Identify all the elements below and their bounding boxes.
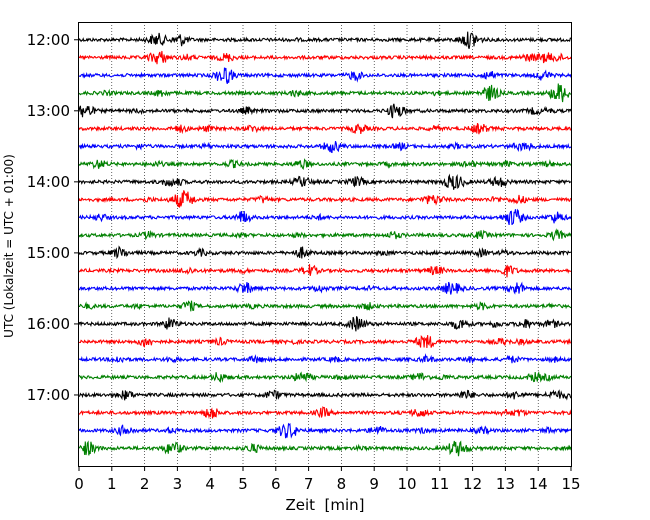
plot-frame	[78, 22, 572, 467]
trace-line	[78, 264, 572, 278]
y-tick-label: 12:00	[27, 31, 70, 49]
trace-line	[78, 245, 572, 260]
x-tick-label: 2	[140, 475, 150, 493]
trace-line	[78, 422, 572, 439]
x-tick-label: 10	[397, 475, 416, 493]
trace-line	[78, 389, 572, 401]
y-axis-ticks: 12:00 13:00 14:00 15:00 16:00 17:00	[27, 31, 79, 404]
x-tick-label: 6	[271, 475, 281, 493]
x-tick-label: 7	[304, 475, 314, 493]
trace-line	[78, 208, 572, 226]
trace-line	[78, 122, 572, 135]
trace-line	[78, 31, 571, 49]
y-tick-label: 15:00	[27, 244, 70, 262]
y-tick-label: 13:00	[27, 102, 70, 120]
y-tick-label: 14:00	[27, 173, 70, 191]
trace-line	[78, 83, 572, 103]
x-tick-label: 14	[529, 475, 548, 493]
vertical-grid	[111, 22, 539, 466]
x-tick-label: 5	[238, 475, 248, 493]
x-tick-label: 12	[463, 475, 482, 493]
trace-line	[78, 103, 572, 119]
x-tick-label: 9	[369, 475, 379, 493]
x-tick-label: 15	[561, 475, 580, 493]
x-tick-label: 4	[205, 475, 215, 493]
trace-line	[78, 67, 572, 84]
trace-line	[78, 406, 572, 419]
x-axis-label: Zeit [min]	[285, 496, 364, 514]
trace-lines	[78, 31, 572, 457]
trace-line	[78, 353, 572, 365]
trace-line	[78, 173, 572, 190]
trace-line	[78, 316, 572, 332]
trace-line	[78, 140, 572, 154]
y-axis-label: UTC (Lokalzeit = UTC + 01:00)	[2, 154, 16, 338]
trace-line	[79, 300, 572, 312]
trace-line	[78, 158, 571, 171]
x-tick-label: 3	[173, 475, 183, 493]
trace-line	[78, 370, 572, 384]
x-tick-label: 11	[430, 475, 449, 493]
y-tick-label: 16:00	[27, 315, 70, 333]
x-tick-label: 8	[337, 475, 347, 493]
x-tick-label: 1	[107, 475, 117, 493]
y-tick-label: 17:00	[27, 386, 70, 404]
trace-line	[78, 50, 572, 65]
trace-line	[78, 335, 572, 349]
trace-line	[78, 281, 572, 295]
trace-line	[78, 228, 572, 242]
trace-line	[78, 190, 572, 208]
x-tick-label: 13	[496, 475, 515, 493]
x-tick-label: 0	[74, 475, 84, 493]
trace-line	[78, 440, 572, 457]
x-axis-ticks: 0 1 2 3 4 5 6 7 8 9 10 11 12 13 14 15	[74, 466, 581, 493]
